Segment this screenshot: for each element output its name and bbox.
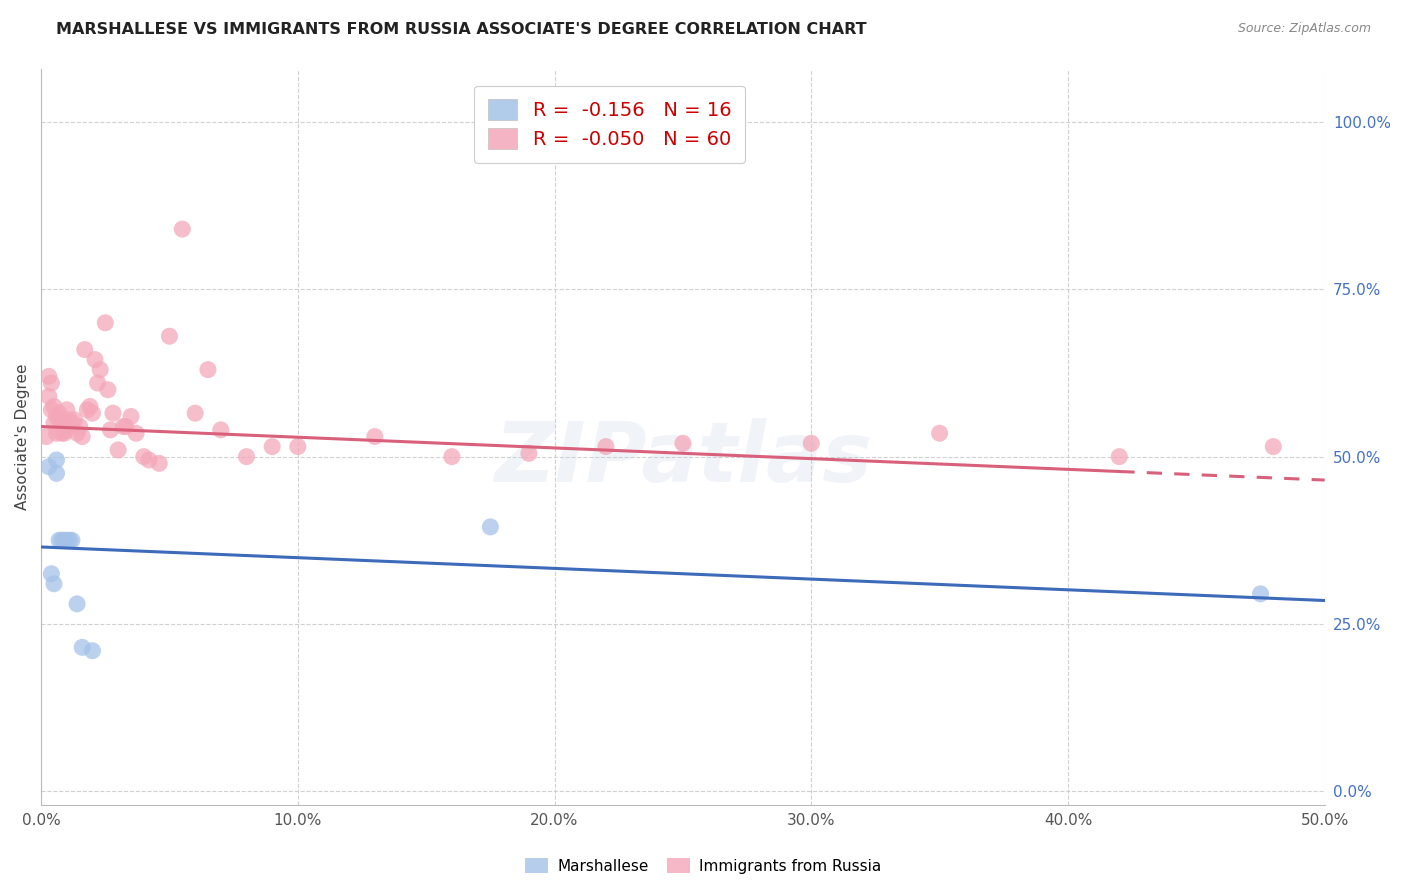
Point (94, 316, 117, 330)
Point (60, 416, 83, 430)
Point (55, 533, 77, 548)
Point (800, 436, 823, 450)
Point (48, 406, 70, 420)
Point (66, 597, 89, 611)
Point (63, 413, 86, 427)
Point (235, 450, 257, 464)
Point (51, 413, 73, 427)
Point (595, 440, 617, 454)
Text: Source: ZipAtlas.com: Source: ZipAtlas.com (1237, 22, 1371, 36)
Point (138, 453, 160, 467)
Point (120, 409, 142, 424)
Point (101, 406, 124, 420)
Point (38, 389, 60, 403)
Y-axis label: Associate's Degree: Associate's Degree (15, 363, 30, 510)
Point (1263, 440, 1285, 454)
Point (51, 426, 73, 441)
Point (184, 406, 207, 420)
Point (51, 533, 73, 548)
Point (41, 402, 63, 417)
Point (58, 413, 80, 427)
Text: MARSHALLESE VS IMMIGRANTS FROM RUSSIA ASSOCIATE'S DEGREE CORRELATION CHART: MARSHALLESE VS IMMIGRANTS FROM RUSSIA AS… (56, 22, 868, 37)
Legend: Marshallese, Immigrants from Russia: Marshallese, Immigrants from Russia (519, 852, 887, 880)
Point (76, 402, 98, 417)
Point (112, 419, 135, 434)
Point (125, 426, 148, 441)
Point (479, 520, 502, 534)
Point (42, 576, 65, 591)
Point (89, 362, 111, 376)
Point (53, 426, 76, 441)
Point (262, 440, 284, 454)
Point (287, 440, 309, 454)
Point (55, 419, 77, 434)
Point (41, 376, 63, 390)
Point (114, 419, 136, 434)
Point (517, 446, 540, 460)
Point (132, 450, 155, 464)
Point (58, 533, 80, 548)
Point (97, 383, 120, 397)
Point (73, 343, 96, 357)
Point (82, 643, 104, 657)
Point (38, 369, 60, 384)
Text: ZIPatlas: ZIPatlas (494, 418, 872, 500)
Point (55, 402, 77, 417)
Point (364, 429, 387, 443)
Point (159, 329, 181, 343)
Point (148, 456, 170, 470)
Point (69, 419, 91, 434)
Point (41, 566, 63, 581)
Point (48, 413, 70, 427)
Point (35, 429, 58, 443)
Point (42, 416, 65, 430)
Point (197, 362, 219, 376)
Point (45, 453, 67, 467)
Point (45, 467, 67, 481)
Point (100, 423, 122, 437)
Point (66, 426, 89, 441)
Point (440, 450, 463, 464)
Point (45, 426, 67, 441)
Point (209, 423, 232, 437)
Point (60, 533, 83, 548)
Point (86, 376, 108, 390)
Legend: R =  -0.156   N = 16, R =  -0.050   N = 60: R = -0.156 N = 16, R = -0.050 N = 60 (474, 86, 745, 163)
Point (672, 436, 695, 450)
Point (1108, 450, 1130, 464)
Point (45, 409, 67, 424)
Point (928, 426, 950, 441)
Point (172, 222, 194, 236)
Point (79, 400, 101, 414)
Point (82, 406, 104, 420)
Point (70, 429, 93, 443)
Point (107, 442, 129, 457)
Point (42, 400, 65, 414)
Point (48, 533, 70, 548)
Point (84, 352, 107, 367)
Point (38, 459, 60, 474)
Point (53, 423, 76, 437)
Point (70, 640, 93, 655)
Point (55, 423, 77, 437)
Point (1250, 587, 1272, 601)
Point (53, 533, 76, 548)
